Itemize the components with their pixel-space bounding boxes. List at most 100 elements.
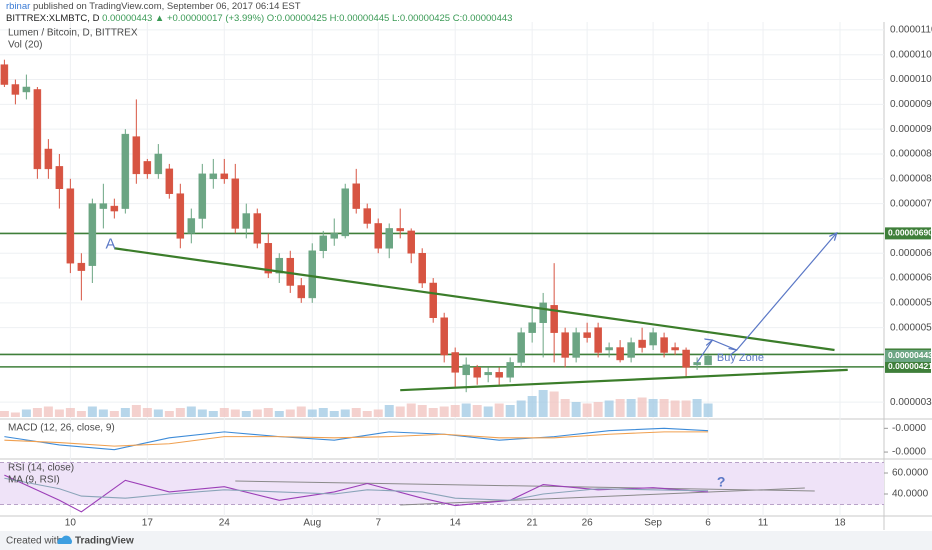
x-tick-label: 11 (758, 518, 769, 529)
price-label: 0.00000421 (888, 361, 932, 371)
candle-body (440, 317, 448, 356)
annotation: A (106, 235, 116, 252)
candle-body (88, 203, 97, 266)
price-label-box (885, 349, 931, 362)
volume-bar (208, 411, 218, 417)
candle-body (385, 228, 393, 249)
candle-body (319, 235, 328, 252)
candle-body (176, 193, 185, 239)
volume-bar (153, 409, 163, 417)
volume-bar (659, 399, 669, 417)
trendline (400, 368, 848, 392)
candle-body (605, 347, 613, 351)
candle-body (341, 188, 349, 237)
candle-body (462, 364, 470, 376)
y-tick-label: 0.00000900 (890, 124, 932, 135)
candle-body (275, 257, 284, 274)
volume-bar (604, 400, 614, 417)
x-tick-label: Aug (303, 518, 321, 529)
volume-bar (406, 403, 416, 417)
x-tick-label: 26 (582, 518, 594, 529)
volume-bar (626, 399, 636, 417)
volume-bar (593, 402, 603, 417)
volume-bar (54, 409, 64, 417)
volume-bar (395, 406, 405, 417)
candle-body (407, 230, 415, 254)
candle-body (418, 252, 426, 284)
symbol: BITTREX:XLMBTC, D (6, 13, 100, 24)
footer-brand[interactable]: TradingView (75, 536, 134, 547)
plot-area (0, 22, 884, 516)
candle-body (627, 342, 635, 358)
y-tick-label: 0.00000350 (890, 397, 932, 408)
candle-body (704, 355, 712, 366)
x-tick-label: 14 (450, 518, 462, 529)
footer-created: Created with (6, 536, 62, 547)
candle-body (594, 327, 602, 353)
volume-bar (494, 403, 504, 417)
x-tick-label: 21 (527, 518, 539, 529)
volume-bar (351, 408, 361, 417)
volume-bar (472, 405, 482, 417)
y-tick-label: 0.00000600 (890, 273, 932, 284)
author[interactable]: rbinar (6, 1, 30, 12)
volume-bar (428, 408, 438, 417)
volume-bar (329, 411, 339, 417)
candle-body (209, 173, 218, 180)
volume-bar (109, 411, 119, 417)
candle-body (165, 168, 174, 194)
candle-body (495, 372, 503, 378)
candle-body (616, 347, 624, 361)
y-tick-label: 0.00001050 (890, 49, 932, 60)
indicator-line (4, 427, 709, 451)
candle-body (0, 64, 9, 85)
volume-bar (560, 399, 570, 417)
pane-title: Lumen / Bitcoin, D, BITTREX (8, 28, 138, 39)
candle-body (374, 223, 382, 249)
candle-body (308, 250, 317, 299)
volume-bar (142, 408, 152, 417)
y-tick-label: 0.00000800 (890, 173, 932, 184)
candle-body (451, 352, 459, 373)
candle-body (99, 203, 108, 209)
candle-body (528, 322, 536, 333)
annotation: ? (717, 474, 726, 490)
volume-bar (43, 406, 53, 417)
candle-body (484, 372, 492, 376)
candle-body (220, 173, 229, 180)
candle-body (242, 213, 251, 229)
volume-bar (252, 409, 262, 417)
candle-body (671, 347, 679, 351)
volume-bar (32, 408, 42, 417)
candle-body (231, 178, 240, 229)
volume-bar (681, 400, 691, 417)
pane-title: RSI (14, close) (8, 463, 74, 474)
annotation: Buy Zone (717, 352, 764, 364)
volume-bar (549, 391, 559, 417)
x-tick-label: 6 (705, 518, 711, 529)
volume-bar (571, 402, 581, 417)
change: 0.00000443 ▲ +0.00000017 (+3.99%) (102, 13, 264, 24)
pane-subtitle: MA (9, RSI) (8, 475, 60, 486)
candle-body (253, 213, 262, 244)
volume-bar (219, 408, 229, 417)
volume-bar (692, 399, 702, 417)
candle-body (561, 332, 569, 358)
volume-bar (164, 411, 174, 417)
volume-bar (98, 409, 108, 417)
volume-bar (483, 406, 493, 417)
volume-bar (131, 405, 141, 417)
candle-body (22, 86, 31, 93)
volume-bar (384, 405, 394, 417)
pane-title: MACD (12, 26, close, 9) (8, 423, 115, 434)
y-tick-label: 0.00000650 (890, 248, 932, 259)
candle-body (649, 332, 657, 346)
volume-bar (230, 409, 240, 417)
indicator-line (4, 474, 709, 513)
volume-bar (241, 411, 251, 417)
volume-bar (505, 405, 515, 417)
candle-body (583, 332, 591, 338)
volume-bar (21, 409, 31, 417)
candle-body (506, 362, 514, 378)
